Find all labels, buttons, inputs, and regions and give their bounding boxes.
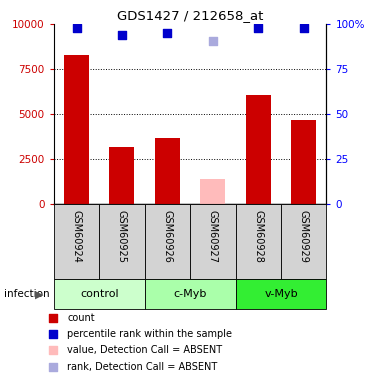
Text: GSM60927: GSM60927 [208,210,218,263]
Text: GSM60925: GSM60925 [117,210,127,263]
Bar [190,204,236,279]
Point [301,25,307,31]
Text: GSM60929: GSM60929 [299,210,309,263]
Bar [281,204,326,279]
Text: count: count [68,313,95,322]
Bar [145,279,236,309]
Text: ▶: ▶ [35,290,44,299]
Bar [246,94,271,204]
Point [50,315,56,321]
Bar [236,204,281,279]
Point [210,38,216,44]
Text: rank, Detection Call = ABSENT: rank, Detection Call = ABSENT [68,362,218,372]
Text: GSM60926: GSM60926 [162,210,173,263]
Text: v-Myb: v-Myb [264,290,298,299]
Bar [155,138,180,204]
Point [119,32,125,38]
Bar [200,179,225,204]
Bar [109,147,134,204]
Bar [99,204,145,279]
Bar [64,55,89,204]
Point [255,25,261,31]
Text: c-Myb: c-Myb [174,290,207,299]
Bar [54,204,99,279]
Bar [291,120,316,204]
Point [73,25,79,31]
Point [50,364,56,370]
Text: control: control [80,290,119,299]
Text: infection: infection [4,290,49,299]
Text: GSM60928: GSM60928 [253,210,263,263]
Text: percentile rank within the sample: percentile rank within the sample [68,329,232,339]
Bar [54,279,145,309]
Text: GSM60924: GSM60924 [72,210,82,263]
Point [50,331,56,337]
Point [50,347,56,353]
Text: value, Detection Call = ABSENT: value, Detection Call = ABSENT [68,345,223,355]
Bar [236,279,326,309]
Title: GDS1427 / 212658_at: GDS1427 / 212658_at [117,9,263,22]
Point [164,30,170,36]
Bar [145,204,190,279]
